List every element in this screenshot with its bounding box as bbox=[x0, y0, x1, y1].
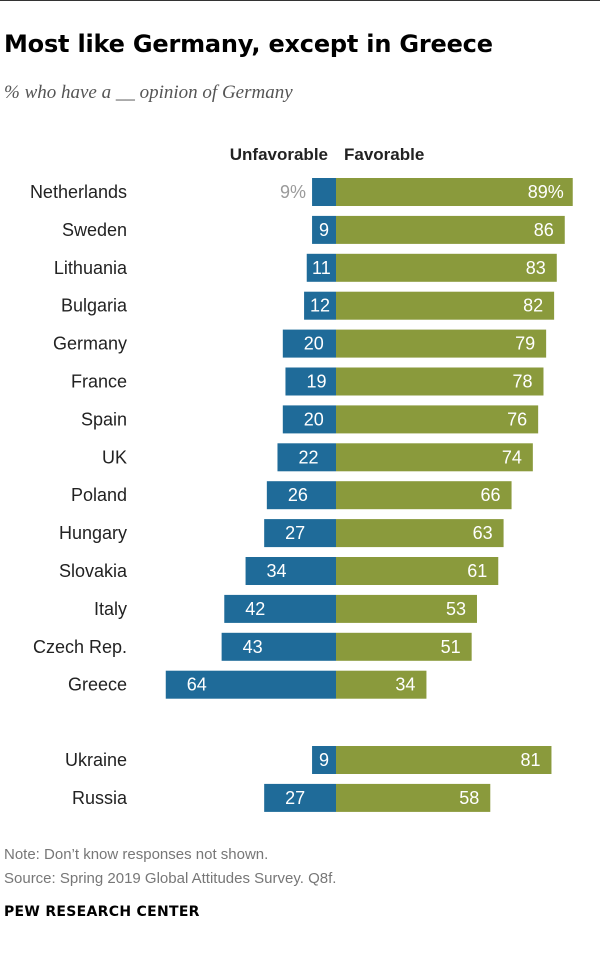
label-favorable: 78 bbox=[512, 372, 532, 392]
country-label: Germany bbox=[53, 334, 127, 354]
label-unfavorable: 27 bbox=[285, 523, 305, 543]
bar-favorable bbox=[336, 178, 573, 206]
label-favorable: 83 bbox=[526, 258, 546, 278]
country-label: Slovakia bbox=[59, 561, 128, 581]
country-label: Italy bbox=[94, 599, 127, 619]
bar-unfavorable bbox=[245, 557, 336, 585]
country-label: Netherlands bbox=[30, 182, 127, 202]
legend-unfavorable: Unfavorable bbox=[230, 145, 328, 164]
country-label: Lithuania bbox=[54, 258, 128, 278]
legend-favorable: Favorable bbox=[344, 145, 424, 164]
label-unfavorable: 9 bbox=[319, 220, 329, 240]
label-favorable: 66 bbox=[481, 485, 501, 505]
label-unfavorable: 64 bbox=[187, 675, 207, 695]
bar-unfavorable bbox=[277, 443, 336, 472]
label-unfavorable: 20 bbox=[304, 409, 324, 429]
bar-unfavorable bbox=[304, 291, 336, 320]
bar-favorable bbox=[336, 519, 504, 548]
chart-subtitle: % who have a __ opinion of Germany bbox=[4, 82, 293, 103]
label-favorable: 74 bbox=[502, 447, 522, 467]
label-favorable: 58 bbox=[459, 788, 479, 808]
label-unfavorable: 27 bbox=[285, 788, 305, 808]
label-unfavorable: 42 bbox=[245, 599, 265, 619]
bar-favorable bbox=[336, 367, 544, 396]
label-favorable: 63 bbox=[473, 523, 493, 543]
bar-favorable bbox=[336, 670, 427, 699]
country-label: Greece bbox=[68, 675, 127, 695]
label-unfavorable: 22 bbox=[298, 447, 318, 467]
label-favorable: 61 bbox=[467, 561, 487, 581]
country-label: Hungary bbox=[59, 523, 127, 543]
bar-unfavorable bbox=[266, 481, 336, 510]
country-label: UK bbox=[102, 447, 127, 467]
chart-note: Note: Don’t know responses not shown. bbox=[4, 846, 269, 863]
label-favorable: 89% bbox=[528, 182, 564, 202]
bar-favorable bbox=[336, 481, 512, 510]
bar-unfavorable bbox=[306, 253, 336, 282]
bar-favorable bbox=[336, 443, 533, 472]
label-unfavorable: 9% bbox=[280, 182, 306, 202]
bar-unfavorable bbox=[165, 670, 336, 699]
label-favorable: 34 bbox=[395, 675, 415, 695]
bar-unfavorable bbox=[221, 632, 336, 661]
bar-favorable bbox=[336, 746, 552, 774]
label-unfavorable: 9 bbox=[319, 750, 329, 770]
bar-favorable bbox=[336, 329, 547, 358]
label-unfavorable: 26 bbox=[288, 485, 308, 505]
label-unfavorable: 11 bbox=[312, 258, 331, 278]
country-label: Poland bbox=[71, 485, 127, 505]
bar-favorable bbox=[336, 291, 555, 320]
bar-unfavorable bbox=[264, 783, 336, 812]
label-favorable: 51 bbox=[441, 637, 461, 657]
bar-unfavorable bbox=[282, 329, 336, 358]
bar-favorable bbox=[336, 215, 565, 244]
bar-favorable bbox=[336, 632, 472, 661]
bar-unfavorable bbox=[312, 746, 336, 774]
label-favorable: 76 bbox=[507, 409, 527, 429]
label-unfavorable: 19 bbox=[306, 372, 326, 392]
country-label: Czech Rep. bbox=[33, 637, 127, 657]
bar-unfavorable bbox=[282, 405, 336, 434]
bar-favorable bbox=[336, 594, 477, 623]
bar-unfavorable bbox=[312, 178, 336, 206]
chart-title: Most like Germany, except in Greece bbox=[4, 30, 493, 58]
label-unfavorable: 34 bbox=[267, 561, 287, 581]
bar-favorable bbox=[336, 405, 539, 434]
bar-favorable bbox=[336, 557, 499, 585]
label-favorable: 86 bbox=[534, 220, 554, 240]
label-favorable: 82 bbox=[523, 296, 543, 316]
top-rule bbox=[0, 0, 600, 1]
label-favorable: 79 bbox=[515, 334, 535, 354]
country-label: Bulgaria bbox=[61, 296, 128, 316]
country-label: Russia bbox=[72, 788, 128, 808]
country-label: Ukraine bbox=[65, 750, 127, 770]
country-label: France bbox=[71, 372, 127, 392]
label-favorable: 53 bbox=[446, 599, 466, 619]
label-unfavorable: 43 bbox=[243, 637, 263, 657]
label-unfavorable: 20 bbox=[304, 334, 324, 354]
bar-favorable bbox=[336, 783, 491, 812]
bar-unfavorable bbox=[312, 215, 336, 244]
brand-logo-text: PEW RESEARCH CENTER bbox=[4, 904, 200, 920]
country-label: Spain bbox=[81, 409, 127, 429]
bar-unfavorable bbox=[224, 594, 336, 623]
label-favorable: 81 bbox=[520, 750, 540, 770]
bar-unfavorable bbox=[264, 519, 336, 548]
label-unfavorable: 12 bbox=[310, 296, 330, 316]
country-label: Sweden bbox=[62, 220, 127, 240]
bar-unfavorable bbox=[285, 367, 336, 396]
bar-favorable bbox=[336, 253, 557, 282]
chart-source: Source: Spring 2019 Global Attitudes Sur… bbox=[4, 870, 337, 887]
